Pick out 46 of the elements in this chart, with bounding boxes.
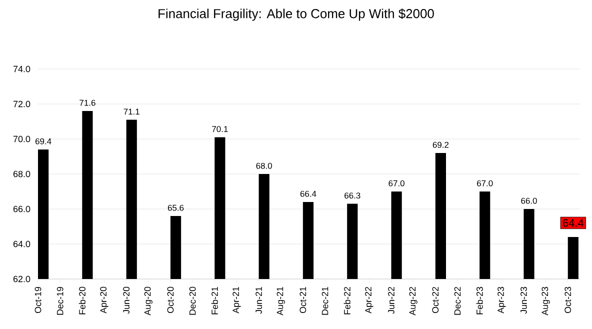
y-tick-label: 66.0 <box>13 206 30 212</box>
x-tick-label: Oct-23 <box>564 286 572 314</box>
y-tick-label: 72.0 <box>13 100 30 108</box>
x-tick-label: Dec-22 <box>454 286 461 315</box>
x-tick-label: Oct-19 <box>34 286 42 314</box>
data-label: 66.0 <box>521 198 537 204</box>
x-tick-label: Aug-23 <box>542 286 550 316</box>
data-label: 71.6 <box>80 100 96 106</box>
x-tick-label: Dec-21 <box>322 286 328 315</box>
x-tick-label: Oct-20 <box>167 286 174 314</box>
data-label: 69.2 <box>432 142 449 148</box>
x-tick-label: Apr-20 <box>100 286 108 314</box>
data-label: 69.4 <box>35 138 52 144</box>
y-tick-label: 74.0 <box>13 66 30 72</box>
x-tick-label: Aug-22 <box>409 286 418 316</box>
x-tick-label: Feb-23 <box>476 286 483 314</box>
data-label: 71.1 <box>124 108 140 115</box>
data-label: 68.0 <box>256 162 272 169</box>
data-label: 65.6 <box>168 204 184 211</box>
x-tick-label: Apr-21 <box>232 286 241 314</box>
data-label: 66.4 <box>300 190 316 197</box>
x-tick-label: Jun-20 <box>123 286 130 314</box>
x-tick-label: Aug-20 <box>144 286 152 316</box>
y-tick-label: 68.0 <box>13 170 30 178</box>
data-label: 70.1 <box>212 126 228 132</box>
x-tick-label: Feb-22 <box>344 286 350 314</box>
data-label: 64.4 <box>563 219 584 227</box>
x-tick-label: Jun-21 <box>256 286 262 314</box>
x-tick-label: Feb-20 <box>78 286 86 314</box>
data-label: 67.0 <box>388 180 404 186</box>
data-label: 66.3 <box>344 192 360 199</box>
x-tick-label: Feb-21 <box>211 286 218 314</box>
x-tick-label: Aug-21 <box>276 286 285 316</box>
y-tick-label: 64.0 <box>13 240 30 248</box>
chart-title: Financial Fragility: Able to Come Up With $2000 <box>158 8 434 21</box>
y-tick-label: 62.0 <box>13 276 30 282</box>
x-tick-label: Oct-22 <box>432 286 439 314</box>
x-tick-label: Oct-21 <box>300 286 306 314</box>
x-tick-label: Apr-23 <box>498 286 506 314</box>
data-label: 67.0 <box>477 180 493 186</box>
x-tick-label: Jun-22 <box>388 286 394 314</box>
x-tick-label: Dec-19 <box>56 286 64 315</box>
x-tick-label: Jun-23 <box>520 286 527 314</box>
x-tick-label: Apr-22 <box>365 286 374 314</box>
y-tick-label: 70.0 <box>13 136 30 142</box>
x-tick-label: Dec-20 <box>189 286 196 315</box>
